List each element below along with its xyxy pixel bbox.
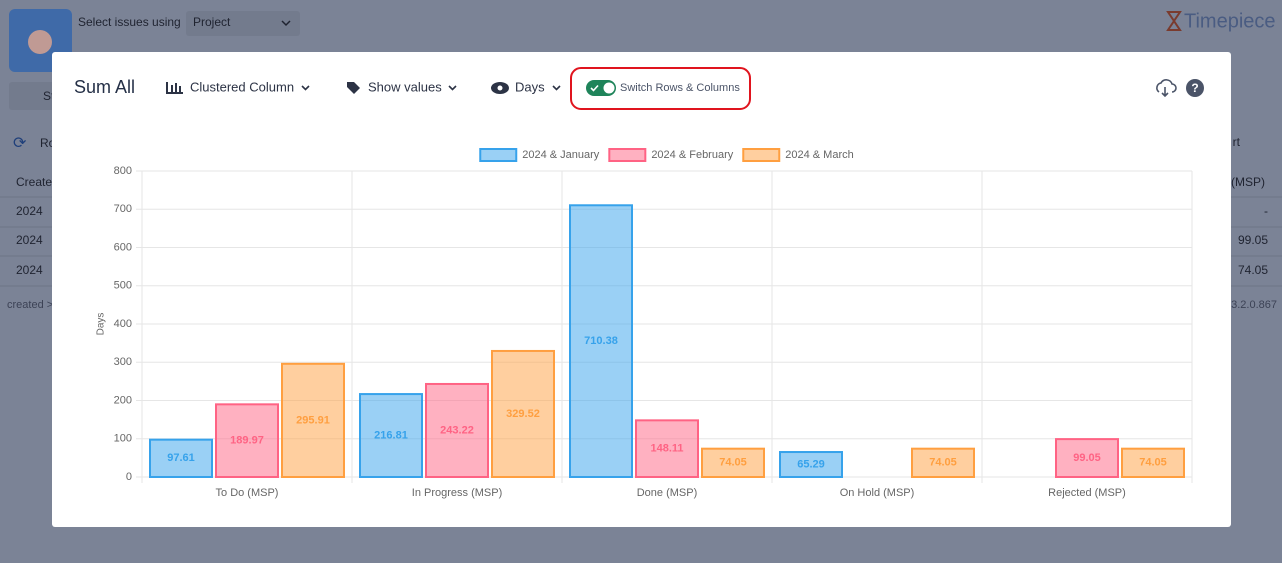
unit-dropdown[interactable]: Days xyxy=(515,79,545,94)
bar xyxy=(425,382,489,478)
legend-swatch xyxy=(608,148,647,162)
switch-label[interactable]: Switch Rows & Columns xyxy=(620,82,740,94)
x-tick-label: On Hold (MSP) xyxy=(840,487,915,499)
bar xyxy=(215,403,279,479)
value-label: 99.05 xyxy=(1073,452,1101,464)
brand-icon xyxy=(1166,11,1182,31)
bar xyxy=(1121,447,1185,478)
select-label: Select issues using xyxy=(78,15,181,29)
row-created: 2024 xyxy=(16,233,43,247)
y-tick-label: 300 xyxy=(114,356,132,368)
toggle-check xyxy=(590,84,599,92)
refresh-icon: ⟳ xyxy=(13,135,27,152)
toolbar-button[interactable] xyxy=(9,82,60,110)
eye-pupil xyxy=(497,85,503,91)
chevron xyxy=(448,85,457,91)
right-fragment: rt xyxy=(1233,135,1241,149)
tag-icon xyxy=(347,82,360,94)
value-label: 243.22 xyxy=(440,424,474,436)
legend-label: 2024 & February xyxy=(651,149,733,161)
y-tick-label: 0 xyxy=(126,471,132,483)
y-tick-label: 400 xyxy=(114,318,132,330)
value-label: 189.97 xyxy=(230,435,264,447)
bar xyxy=(491,349,555,478)
legend-label: 2024 & January xyxy=(522,149,600,161)
legend-swatch xyxy=(479,148,518,162)
column-header: Created xyxy=(16,175,59,189)
row-created: 2024 xyxy=(16,263,43,277)
value-label: 329.52 xyxy=(506,408,540,420)
chevron xyxy=(552,85,561,91)
show-values-dropdown[interactable]: Show values xyxy=(368,79,442,94)
right-header: (MSP) xyxy=(1231,175,1265,189)
x-tick-label: Done (MSP) xyxy=(637,487,698,499)
download-icon[interactable] xyxy=(1156,79,1177,98)
value-label: 148.11 xyxy=(650,443,683,455)
value-label: 74.05 xyxy=(1139,457,1167,469)
bar xyxy=(701,447,765,478)
y-tick-label: 800 xyxy=(114,165,132,177)
app-icon-face xyxy=(28,30,52,54)
y-tick-label: 600 xyxy=(114,241,132,253)
select-chevron xyxy=(281,20,291,27)
y-tick-label: 200 xyxy=(114,394,132,406)
value-label: 295.91 xyxy=(296,414,330,426)
x-tick-label: To Do (MSP) xyxy=(216,487,279,499)
legend-label: 2024 & March xyxy=(785,149,853,161)
rows-fragment: Ro xyxy=(40,136,56,150)
highlight-box xyxy=(570,67,751,110)
bar xyxy=(569,204,633,478)
value-label: 74.05 xyxy=(719,457,747,469)
select-value[interactable]: Project xyxy=(193,15,231,29)
row-value: - xyxy=(1264,204,1268,218)
bar xyxy=(281,362,345,478)
y-tick-label: 700 xyxy=(114,203,132,215)
row-value: 99.05 xyxy=(1238,233,1268,247)
modal-title: Sum All xyxy=(74,77,135,97)
help-icon[interactable] xyxy=(1186,79,1204,97)
select-box[interactable] xyxy=(186,11,300,36)
bar xyxy=(359,393,423,478)
y-tick-label: 500 xyxy=(114,280,132,292)
x-tick-label: Rejected (MSP) xyxy=(1048,487,1126,499)
bar xyxy=(779,451,843,479)
version: 3.2.0.867 xyxy=(1231,299,1277,311)
toggle-knob xyxy=(603,82,615,94)
row-value: 74.05 xyxy=(1238,263,1268,277)
legend-swatch xyxy=(742,148,781,162)
brand: Timepiece xyxy=(1184,10,1276,32)
chevron xyxy=(301,85,310,91)
chart: 0 100 200 300 400 500 600 700 800 To Do (MSP) 97.6… xyxy=(114,148,1193,499)
value-label: 216.81 xyxy=(374,429,408,441)
value-label: 65.29 xyxy=(797,458,825,470)
chart-type-icon xyxy=(166,82,183,94)
help-mark: ? xyxy=(1191,81,1198,95)
bar xyxy=(1055,438,1119,478)
row-created: 2024 xyxy=(16,204,43,218)
footer-left: created > xyxy=(7,299,53,311)
x-tick-label: In Progress (MSP) xyxy=(412,487,502,499)
bar xyxy=(149,438,213,479)
value-label: 710.38 xyxy=(584,335,618,347)
value-label: 97.61 xyxy=(167,452,195,464)
bar xyxy=(635,419,699,479)
value-label: 74.05 xyxy=(929,457,957,469)
y-axis-label: Days xyxy=(96,313,107,336)
bar xyxy=(911,447,975,478)
y-tick-label: 100 xyxy=(114,433,132,445)
chart-type-dropdown[interactable]: Clustered Column xyxy=(190,79,294,94)
